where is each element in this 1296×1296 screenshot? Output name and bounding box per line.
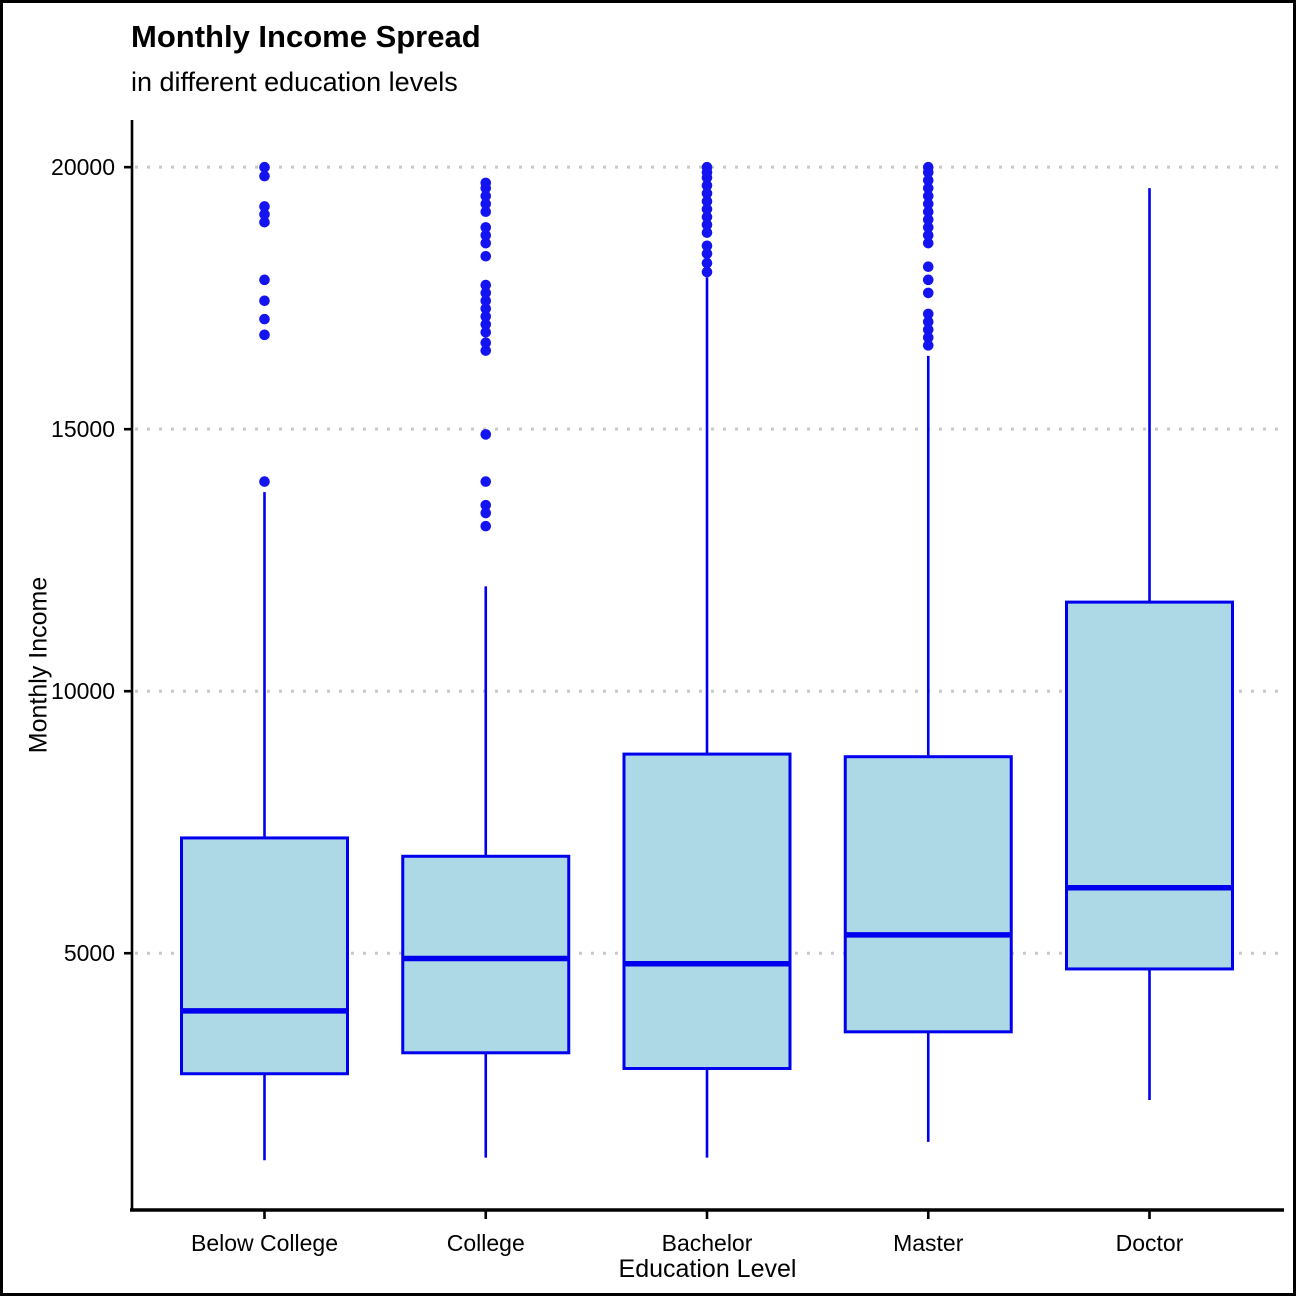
outlier-dot-master xyxy=(922,229,934,241)
outlier-dot-college xyxy=(480,429,492,440)
outlier-dot-college xyxy=(480,177,492,189)
outlier-dot-college xyxy=(480,229,492,241)
outlier-dot-college xyxy=(480,326,492,338)
box-doctor xyxy=(1065,600,1234,971)
box-below-college xyxy=(180,836,349,1076)
outlier-dot-master xyxy=(922,340,934,351)
outlier-dot-bachelor xyxy=(701,180,713,191)
y-tick-label-10000: 10000 xyxy=(51,678,115,704)
outlier-dot-college xyxy=(480,319,492,330)
y-tick-label-15000: 15000 xyxy=(51,416,115,442)
outlier-dot-college xyxy=(480,499,492,511)
outlier-dot-master xyxy=(922,161,934,173)
outlier-dot-bachelor xyxy=(701,188,713,199)
outlier-dot-master xyxy=(922,198,934,210)
outlier-dot-master xyxy=(922,332,934,343)
outlier-dot-below-college xyxy=(259,274,270,286)
chart-subtitle: in different education levels xyxy=(131,67,458,97)
outlier-dot-bachelor xyxy=(701,240,713,252)
outlier-dot-below-college xyxy=(259,170,270,182)
outlier-dot-bachelor xyxy=(701,203,713,215)
outlier-dot-master xyxy=(922,324,934,335)
outlier-dot-bachelor xyxy=(701,161,713,173)
outlier-dot-college xyxy=(480,303,492,314)
outlier-dot-master xyxy=(922,222,934,233)
outlier-dot-below-college xyxy=(259,209,270,220)
outlier-dot-below-college xyxy=(259,329,270,341)
outlier-dot-college xyxy=(480,476,492,487)
outlier-dot-master xyxy=(922,174,934,186)
outlier-dot-college xyxy=(480,237,492,249)
outlier-dot-master xyxy=(922,190,934,202)
box-college xyxy=(401,854,571,1055)
outlier-dot-master xyxy=(922,261,934,273)
chart-title: Monthly Income Spread xyxy=(131,19,481,54)
outlier-dot-college xyxy=(480,295,492,307)
outlier-dot-master xyxy=(922,237,934,249)
boxplot-canvas: 5000 10000 15000 20000 Below College College B… xyxy=(51,120,1284,1256)
outlier-dot-below-college xyxy=(259,313,270,325)
outlier-dot-college xyxy=(480,222,492,233)
outlier-dot-college xyxy=(480,311,492,322)
outlier-dot-master xyxy=(922,316,934,328)
x-axis-title: Education Level xyxy=(618,1255,797,1283)
outlier-dot-below-college xyxy=(259,216,270,228)
y-tick-label-20000: 20000 xyxy=(51,154,115,180)
y-axis-title: Monthly Income xyxy=(24,576,53,754)
outlier-dot-bachelor xyxy=(701,227,713,238)
outlier-dot-below-college xyxy=(259,295,270,307)
outlier-dot-college xyxy=(480,345,492,356)
outlier-dot-master xyxy=(922,206,934,218)
x-tick-label-master: Master xyxy=(893,1230,964,1256)
x-tick-label-college: College xyxy=(447,1230,525,1256)
outlier-dot-bachelor xyxy=(701,195,713,207)
outlier-dot-college xyxy=(480,279,492,291)
outlier-dot-master xyxy=(922,308,934,320)
outlier-dot-college xyxy=(480,190,492,202)
outlier-dot-master xyxy=(922,214,934,225)
outlier-dot-college xyxy=(480,206,492,218)
outlier-dot-college xyxy=(480,198,492,210)
outlier-dot-college xyxy=(480,250,492,262)
outlier-dot-master xyxy=(922,287,934,299)
box-master xyxy=(843,755,1013,1034)
outlier-dot-bachelor xyxy=(701,266,713,278)
outlier-dot-master xyxy=(922,274,934,286)
outlier-dot-below-college xyxy=(259,476,270,487)
outlier-dot-college xyxy=(480,287,492,299)
outlier-dot-below-college xyxy=(259,201,270,212)
outlier-dot-college xyxy=(480,520,492,532)
outlier-dot-master xyxy=(922,182,934,194)
outlier-dot-college xyxy=(480,507,492,519)
outlier-dot-college xyxy=(480,337,492,349)
outlier-dot-bachelor xyxy=(701,219,713,231)
x-tick-label-below-college: Below College xyxy=(191,1230,338,1256)
outlier-dot-bachelor xyxy=(701,248,713,259)
x-tick-label-bachelor: Bachelor xyxy=(662,1230,753,1256)
y-tick-label-5000: 5000 xyxy=(64,940,115,966)
outlier-dot-bachelor xyxy=(701,257,713,269)
outlier-dot-below-college xyxy=(259,161,270,173)
outlier-dot-bachelor xyxy=(701,211,713,223)
x-tick-label-doctor: Doctor xyxy=(1116,1230,1184,1256)
box-bachelor xyxy=(622,752,792,1071)
